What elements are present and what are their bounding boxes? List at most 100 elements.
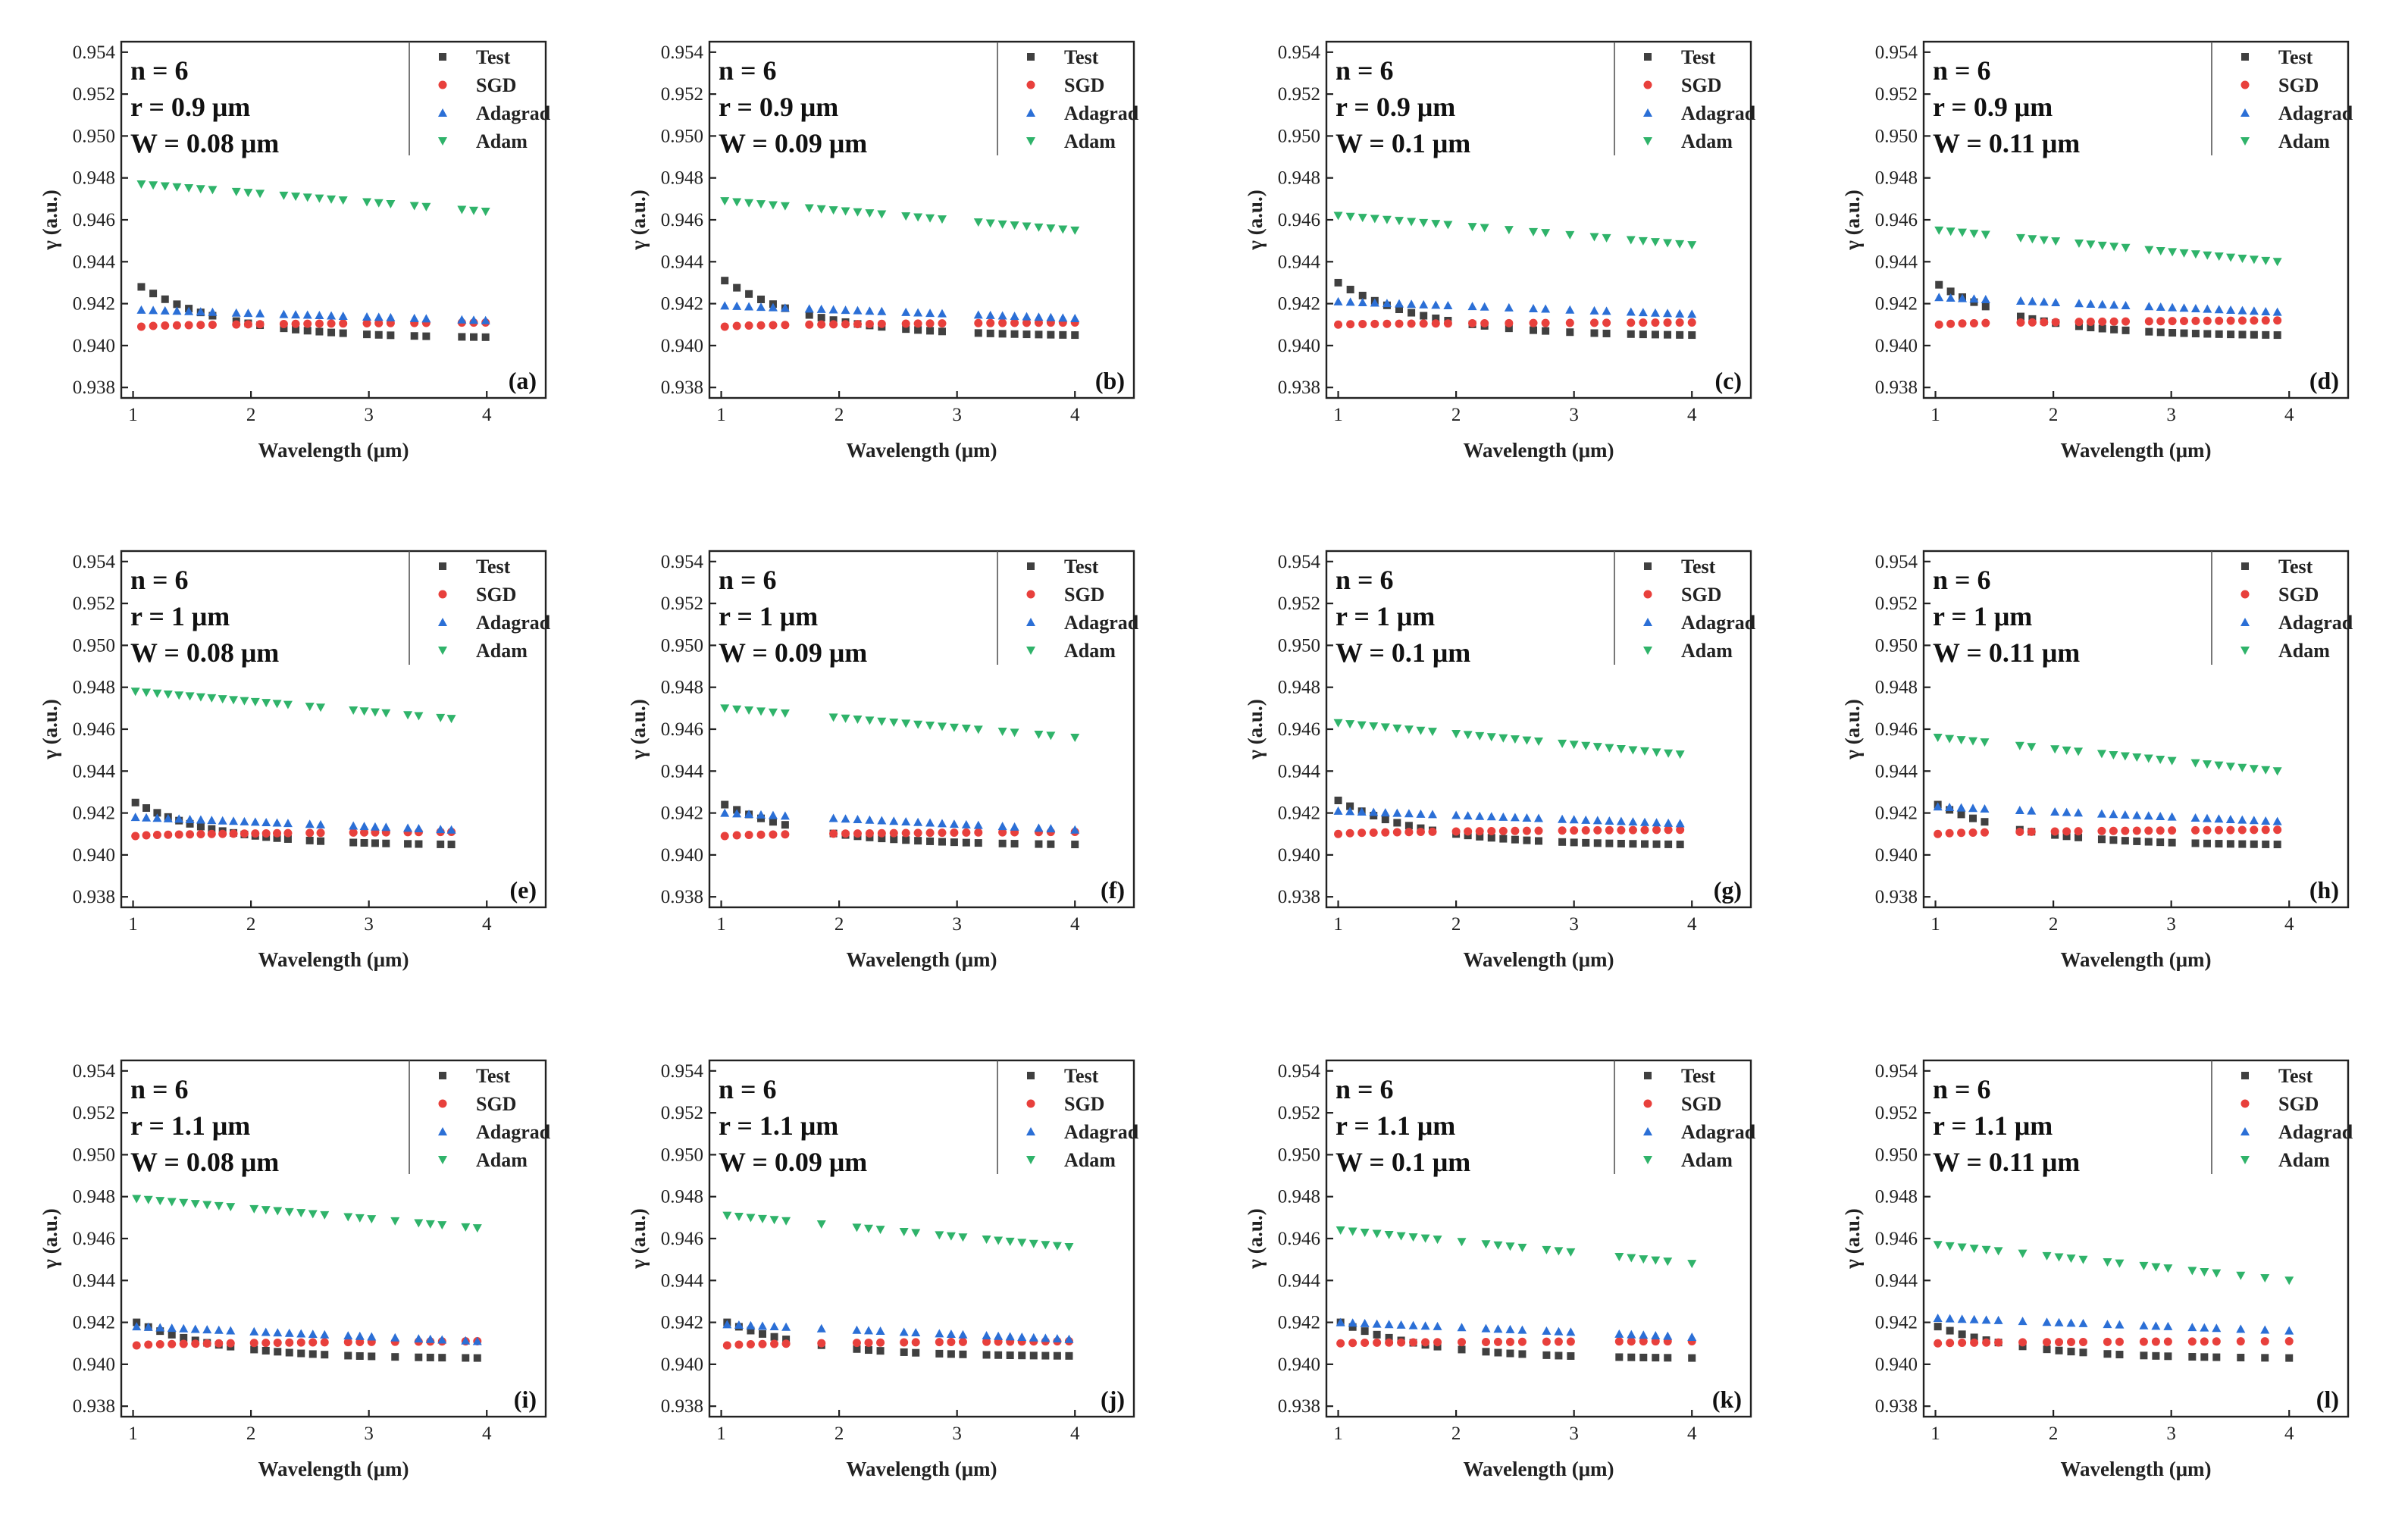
data-point-adam bbox=[1602, 233, 1611, 243]
data-point-adam bbox=[911, 1229, 921, 1238]
data-point-adam bbox=[2042, 1251, 2052, 1261]
annotation-w: W = 0.08 μm bbox=[130, 1147, 279, 1177]
data-point-adam bbox=[1034, 731, 1044, 740]
data-point-sgd bbox=[1664, 825, 1673, 835]
data-point-adam bbox=[769, 1216, 779, 1225]
data-point-sgd bbox=[2066, 1338, 2075, 1347]
data-point-adam bbox=[130, 687, 140, 697]
data-point-sgd bbox=[781, 321, 790, 330]
series-adagrad bbox=[722, 1320, 1074, 1343]
data-point-adagrad bbox=[1980, 803, 1990, 813]
legend-marker-sgd bbox=[1643, 590, 1652, 599]
data-point-adam bbox=[185, 692, 195, 701]
data-point-adagrad bbox=[414, 823, 424, 832]
y-tick-label: 0.950 bbox=[661, 126, 703, 146]
annotation-w: W = 0.1 μm bbox=[1336, 128, 1470, 158]
data-point-adam bbox=[1029, 1239, 1038, 1248]
y-tick-label: 0.952 bbox=[73, 594, 115, 614]
data-point-adam bbox=[160, 182, 170, 191]
data-point-adagrad bbox=[1345, 806, 1355, 816]
y-tick-label: 0.944 bbox=[661, 761, 704, 781]
data-point-adagrad bbox=[343, 1331, 353, 1340]
data-point-test bbox=[415, 840, 423, 848]
annotation-n: n = 6 bbox=[1933, 565, 1991, 595]
data-point-sgd bbox=[1593, 825, 1602, 835]
data-point-adam bbox=[1945, 1242, 1955, 1251]
data-point-sgd bbox=[2016, 318, 2025, 327]
data-point-sgd bbox=[1934, 1339, 1943, 1348]
data-point-sgd bbox=[161, 321, 170, 330]
data-point-sgd bbox=[1946, 319, 1956, 328]
data-point-adagrad bbox=[327, 311, 337, 320]
data-point-adagrad bbox=[1457, 1323, 1467, 1332]
data-point-adagrad bbox=[196, 307, 205, 316]
data-point-sgd bbox=[2203, 316, 2212, 325]
data-point-adagrad bbox=[1569, 815, 1579, 824]
data-point-test bbox=[829, 316, 838, 324]
legend-marker-test bbox=[1644, 562, 1652, 570]
data-point-adam bbox=[1475, 731, 1485, 741]
data-point-adagrad bbox=[768, 810, 778, 819]
legend-label-sgd: SGD bbox=[1681, 1093, 1721, 1115]
data-point-sgd bbox=[913, 319, 922, 328]
data-point-adam bbox=[744, 199, 754, 208]
y-tick-label: 0.942 bbox=[1278, 1313, 1320, 1333]
data-point-adagrad bbox=[1517, 1325, 1527, 1334]
data-point-test bbox=[1408, 308, 1416, 317]
data-point-adam bbox=[722, 1211, 732, 1220]
data-point-adagrad bbox=[1010, 312, 1019, 321]
legend-marker-test bbox=[2241, 1072, 2249, 1079]
x-tick-label: 2 bbox=[246, 405, 256, 425]
data-point-sgd bbox=[732, 831, 741, 840]
y-tick-label: 0.952 bbox=[1875, 84, 1918, 105]
y-tick-label: 0.944 bbox=[73, 252, 116, 272]
y-tick-label: 0.944 bbox=[73, 1270, 116, 1291]
data-point-sgd bbox=[2212, 1337, 2221, 1346]
data-point-sgd bbox=[781, 830, 790, 839]
x-tick-label: 4 bbox=[2284, 914, 2294, 935]
data-point-sgd bbox=[913, 828, 922, 838]
data-point-adagrad bbox=[1493, 1324, 1503, 1333]
data-point-adagrad bbox=[355, 1331, 365, 1340]
legend-marker-test bbox=[1027, 562, 1035, 570]
data-point-adam bbox=[1651, 1256, 1661, 1265]
data-point-adam bbox=[1650, 238, 1660, 247]
data-point-adagrad bbox=[804, 304, 814, 313]
data-point-test bbox=[1346, 802, 1354, 810]
series-adam bbox=[1934, 226, 2282, 267]
data-point-adam bbox=[374, 199, 384, 208]
chart-svg: 0.938 0.940 0.942 0.944 0.946 0.948 0.950 0.952… bbox=[1841, 40, 2353, 462]
data-point-adagrad bbox=[1933, 802, 1943, 811]
data-point-adam bbox=[1333, 211, 1343, 221]
y-tick-label: 0.954 bbox=[1278, 1061, 1321, 1082]
series-sgd bbox=[1334, 825, 1685, 838]
x-tick-label: 1 bbox=[1930, 1423, 1940, 1444]
data-point-adagrad bbox=[2261, 306, 2271, 315]
x-tick-label: 1 bbox=[1333, 914, 1343, 935]
data-point-sgd bbox=[876, 1338, 885, 1347]
data-point-test bbox=[757, 295, 766, 303]
data-point-adagrad bbox=[1395, 299, 1404, 308]
y-tick-label: 0.940 bbox=[661, 1355, 703, 1375]
data-point-adam bbox=[1969, 230, 1979, 239]
y-axis-label: γ (a.u.) bbox=[627, 189, 650, 250]
data-point-adam bbox=[758, 1214, 767, 1223]
x-tick-label: 2 bbox=[246, 1423, 256, 1444]
data-point-test bbox=[865, 1346, 872, 1355]
data-point-adam bbox=[937, 215, 947, 224]
data-point-adam bbox=[1419, 218, 1429, 227]
data-point-adagrad bbox=[136, 305, 146, 314]
data-point-adagrad bbox=[2249, 306, 2259, 315]
data-point-adagrad bbox=[1614, 1329, 1624, 1338]
legend-label-test: Test bbox=[2278, 1065, 2313, 1087]
data-point-adam bbox=[780, 709, 790, 719]
data-point-adagrad bbox=[2109, 300, 2119, 309]
data-point-adagrad bbox=[1404, 809, 1414, 818]
data-point-adam bbox=[1605, 744, 1614, 753]
legend-label-adam: Adam bbox=[1681, 1149, 1733, 1171]
legend-label-sgd: SGD bbox=[1681, 584, 1721, 606]
y-tick-label: 0.944 bbox=[73, 761, 116, 781]
data-point-adagrad bbox=[1064, 1334, 1074, 1343]
legend-label-adagrad: Adagrad bbox=[1681, 102, 1756, 124]
data-point-sgd bbox=[2156, 317, 2165, 326]
